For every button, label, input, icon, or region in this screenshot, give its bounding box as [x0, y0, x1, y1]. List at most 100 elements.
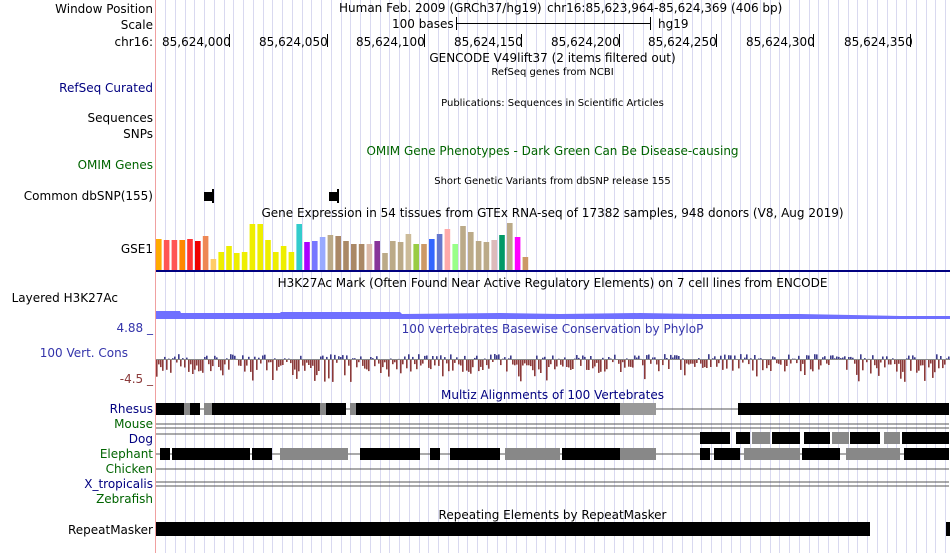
phylop-bar-negative: [796, 360, 798, 364]
phylop-bar-positive: [788, 354, 790, 360]
species-label-elephant[interactable]: Elephant: [99, 447, 153, 461]
phylop-bar-negative: [944, 360, 946, 365]
gtex-tissue-bar: [280, 246, 287, 270]
elephant-alignment-block: [172, 448, 250, 460]
phylop-bar-positive: [340, 357, 342, 360]
gtex-tissue-bar: [460, 226, 466, 270]
snps-track-label[interactable]: SNPs: [123, 127, 153, 141]
phylop-bar-positive: [850, 356, 852, 360]
phylop-bar-negative: [324, 360, 326, 382]
phylop-bar-negative: [416, 360, 418, 370]
phylop-bar-positive: [636, 357, 638, 360]
phylop-bar-negative: [592, 360, 594, 369]
phylop-bar-positive: [464, 355, 466, 360]
species-label-xtropicalis[interactable]: X_tropicalis: [84, 477, 153, 491]
phylop-bar-positive: [582, 355, 584, 360]
snp-variant-stem: [337, 189, 339, 203]
rhesus-alignment-block: [326, 403, 346, 415]
phylop-bar-positive: [178, 354, 180, 360]
phylop-bar-negative: [800, 360, 802, 372]
gtex-tissue-bar: [187, 239, 193, 270]
phylop-bar-positive: [664, 354, 666, 360]
species-label-zebrafish[interactable]: Zebrafish: [96, 492, 153, 506]
phylop-bar-negative: [198, 360, 200, 372]
dog-alignment-block: [902, 432, 949, 444]
repeatmasker-track-title: Repeating Elements by RepeatMasker: [438, 508, 667, 522]
species-label-mouse[interactable]: Mouse: [114, 417, 153, 431]
ruler-tick-mark: [619, 34, 620, 47]
chrom-label: chr16:: [114, 35, 153, 49]
dog-alignment-block: [804, 432, 830, 444]
phylop-bar-negative: [388, 360, 390, 377]
phylop-bar-negative: [624, 360, 626, 368]
phylop-bar-positive: [536, 355, 538, 360]
phylop-bar-negative: [934, 360, 936, 373]
phylop-bar-negative: [162, 360, 164, 371]
phylop-bar-negative: [472, 360, 474, 368]
phylop-bar-positive: [552, 355, 554, 360]
dbsnp-track-label[interactable]: Common dbSNP(155): [23, 189, 153, 203]
phylop-bar-positive: [832, 355, 834, 360]
gtex-tissue-bar: [343, 241, 349, 270]
gtex-tissue-bar: [522, 257, 529, 270]
phylop-bar-negative: [888, 360, 890, 365]
phylop-bar-negative: [316, 360, 318, 376]
rhesus-alignment-block: [212, 403, 320, 415]
rhesus-alignment-block: [620, 403, 656, 415]
phylop-bar-negative: [492, 360, 494, 362]
phylop-bar-negative: [522, 360, 524, 366]
phylop-bar-negative: [364, 360, 366, 369]
phylop-bar-negative: [276, 360, 278, 371]
phylop-bar-positive: [646, 355, 648, 360]
phylop-bar-positive: [714, 356, 716, 360]
rhesus-alignment-block: [320, 403, 326, 415]
phylop-bar-positive: [232, 354, 234, 360]
gtex-tissue-bar: [241, 252, 248, 270]
sequences-track-label[interactable]: Sequences: [87, 111, 153, 125]
phylop-bar-positive: [814, 354, 816, 360]
phylop-bar-negative: [170, 360, 172, 373]
phylop-bar-negative: [784, 360, 786, 372]
phylop-bar-negative: [384, 360, 386, 363]
phylop-bar-negative: [742, 360, 744, 363]
phylop-bar-negative: [268, 360, 270, 363]
phylop-bar-negative: [266, 360, 268, 371]
phylop-bar-negative: [512, 360, 514, 365]
rhesus-alignment-block: [738, 403, 949, 415]
phylop-bar-negative: [804, 360, 806, 375]
gtex-track-label[interactable]: GSE1: [120, 242, 153, 256]
phylop-bar-negative: [332, 360, 334, 382]
phylop-bar-negative: [620, 360, 622, 372]
phylop-bar-positive: [322, 355, 324, 360]
phylop-bar-positive: [882, 356, 884, 360]
rhesus-alignment-block: [350, 403, 356, 415]
h3k27ac-track-label[interactable]: Layered H3K27Ac: [11, 291, 118, 305]
phylop-bar-positive: [206, 355, 208, 360]
species-label-rhesus[interactable]: Rhesus: [109, 402, 153, 416]
rhesus-alignment-block: [204, 403, 212, 415]
phylop-bar-positive: [608, 357, 610, 360]
phylop-bar-negative: [378, 360, 380, 364]
phylop-track-label[interactable]: 100 Vert. Cons: [39, 346, 128, 360]
refseq-track-label[interactable]: RefSeq Curated: [59, 81, 153, 95]
phylop-bar-positive: [346, 355, 348, 360]
repeatmasker-track-label[interactable]: RepeatMasker: [67, 523, 153, 537]
phylop-bar-negative: [856, 360, 858, 375]
gtex-tissue-bar: [382, 253, 388, 270]
omim-track-label[interactable]: OMIM Genes: [77, 158, 153, 172]
ruler-tick: 85,624,050: [259, 35, 328, 49]
gtex-tissue-bar: [195, 241, 201, 270]
phylop-bar-negative: [356, 360, 358, 368]
species-label-dog[interactable]: Dog: [128, 432, 153, 446]
phylop-bar-negative: [196, 360, 198, 366]
gtex-tissue-bar: [218, 252, 224, 270]
phylop-bar-positive: [654, 357, 656, 360]
phylop-bar-positive: [450, 354, 452, 360]
dbsnp-track-title: Short Genetic Variants from dbSNP releas…: [434, 176, 671, 187]
species-label-chicken[interactable]: Chicken: [105, 462, 153, 476]
gtex-tissue-bar: [475, 241, 482, 270]
phylop-bar-negative: [462, 360, 464, 372]
phylop-bar-negative: [854, 360, 856, 364]
phylop-bar-negative: [308, 360, 310, 365]
scale-label: Scale: [120, 18, 153, 32]
